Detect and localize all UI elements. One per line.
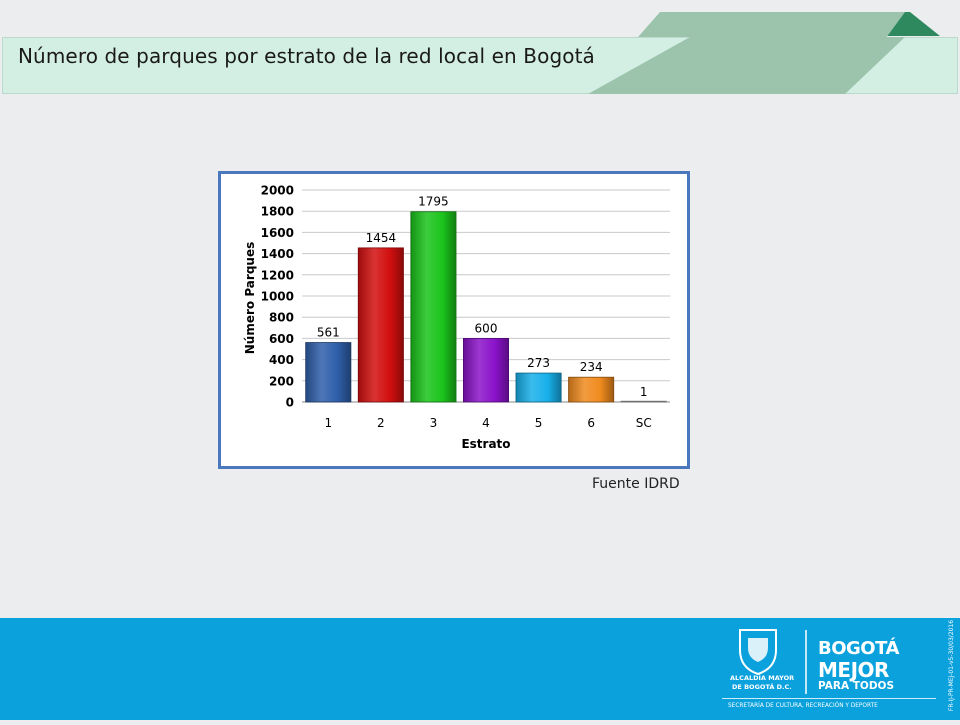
alcaldia-line-2: DE BOGOTÁ D.C.: [732, 683, 792, 691]
y-tick-labels: 0 200 400 600 800 1000 1200 1400 1600 1800 2000: [261, 184, 294, 410]
x-tick-label: SC: [636, 416, 652, 430]
y-tick-label: 2000: [261, 184, 294, 198]
y-axis-label: Número Parques: [243, 242, 257, 354]
bar-estrato-SC: [620, 400, 667, 403]
bar-estrato-4: [462, 337, 510, 403]
y-tick-label: 800: [269, 311, 294, 325]
x-tick-label: 4: [482, 416, 490, 430]
logo-artwork: [739, 629, 807, 694]
footer-rule: [722, 698, 936, 699]
secretaria-text: SECRETARÍA DE CULTURA, RECREACIÓN Y DEPO…: [728, 703, 878, 709]
para-todos-logo-word: PARA TODOS: [818, 680, 895, 692]
bogota-logo-word: BOGOTÁ: [818, 638, 899, 659]
y-tick-label: 400: [269, 353, 294, 367]
alcaldia-line-1: ALCALDÍA MAYOR: [730, 674, 795, 682]
x-tick-label: 2: [377, 416, 385, 430]
y-tick-label: 600: [269, 332, 294, 346]
document-code-text: FR-IJ-PR-MEJ-01-v5-30/03/2016: [948, 619, 956, 712]
bar-estrato-2: [357, 247, 404, 403]
data-label: 1: [640, 385, 648, 399]
x-tick-label: 3: [430, 416, 438, 430]
header: Número de parques por estrato de la red …: [0, 0, 960, 100]
y-tick-label: 1600: [261, 226, 294, 240]
footer-band: [0, 618, 960, 720]
footer-logos: ALCALDÍA MAYOR DE BOGOTÁ D.C. BOGOTÁ MEJ…: [716, 618, 942, 720]
y-tick-label: 1400: [261, 247, 294, 261]
x-tick-label: 5: [535, 416, 543, 430]
y-tick-label: 1200: [261, 268, 294, 282]
document-code: FR-IJ-PR-MEJ-01-v5-30/03/2016: [944, 619, 958, 718]
y-tick-label: 200: [269, 374, 294, 388]
bars: [305, 211, 667, 403]
deco-light-overlay: [588, 37, 905, 94]
data-label: 234: [580, 360, 603, 374]
data-label: 1795: [418, 195, 449, 209]
source-note: Fuente IDRD: [592, 476, 680, 492]
data-label: 1454: [366, 231, 397, 245]
x-tick-label: 1: [324, 416, 332, 430]
bar-estrato-1: [305, 342, 352, 403]
y-tick-label: 1000: [261, 290, 294, 304]
data-labels: 561 1454 1795 600 273 234 1: [317, 195, 648, 399]
bar-estrato-6: [568, 376, 615, 403]
page-title: Número de parques por estrato de la red …: [18, 44, 595, 68]
bar-estrato-5: [515, 372, 562, 403]
data-label: 561: [317, 326, 340, 340]
data-label: 600: [475, 321, 498, 335]
bar-estrato-3: [410, 211, 457, 403]
x-axis-label: Estrato: [461, 437, 510, 451]
y-tick-label: 0: [286, 396, 294, 410]
coat-of-arms-icon: [739, 629, 777, 676]
chart-frame: 0 200 400 600 800 1000 1200 1400 1600 1800 2000 56…: [218, 171, 690, 469]
y-tick-label: 1800: [261, 205, 294, 219]
mejor-logo-word: MEJOR: [818, 658, 889, 682]
data-label: 273: [527, 356, 550, 370]
x-tick-label: 6: [587, 416, 595, 430]
header-decoration-front: [588, 37, 905, 94]
x-tick-labels: 1 2 3 4 5 6 SC: [324, 416, 651, 430]
